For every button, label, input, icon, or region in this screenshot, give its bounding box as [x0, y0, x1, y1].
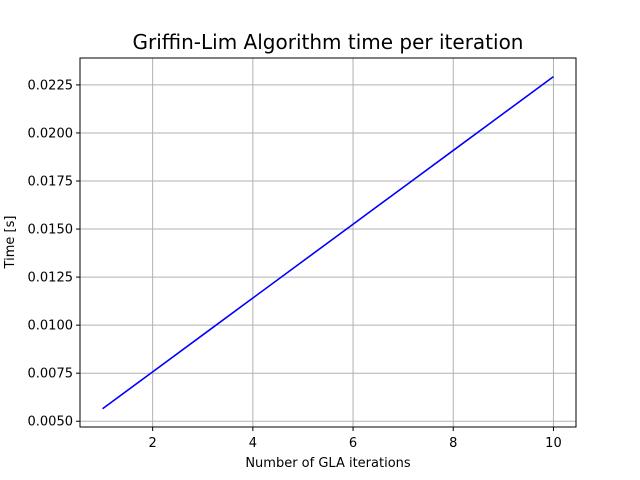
grid [80, 58, 576, 427]
plot-frame [79, 57, 577, 428]
y-axis-ticks: 0.0050 0.0075 0.0100 0.0125 0.0150 0.0175 0.02… [28, 78, 80, 430]
y-tick-label: 0.0125 [28, 271, 74, 286]
x-tick-label: 2 [149, 436, 157, 451]
x-tick-label: 8 [449, 436, 457, 451]
y-axis-label: Time [s] [3, 216, 18, 270]
y-tick-label: 0.0050 [28, 415, 74, 430]
x-tick-label: 10 [545, 436, 562, 451]
y-tick-label: 0.0150 [28, 223, 74, 238]
x-tick-label: 4 [249, 436, 257, 451]
x-axis-ticks: 2 4 6 8 10 [149, 427, 562, 451]
y-tick-label: 0.0200 [28, 126, 74, 141]
series-layer [102, 75, 554, 410]
x-axis-label: Number of GLA iterations [245, 456, 411, 471]
y-tick-label: 0.0075 [28, 367, 74, 382]
series-line [102, 75, 554, 410]
y-tick-label: 0.0225 [28, 78, 74, 93]
y-tick-label: 0.0175 [28, 175, 74, 190]
x-tick-label: 6 [349, 436, 357, 451]
y-tick-label: 0.0100 [28, 319, 74, 334]
chart-title: Griffin-Lim Algorithm time per iteration [133, 30, 524, 54]
